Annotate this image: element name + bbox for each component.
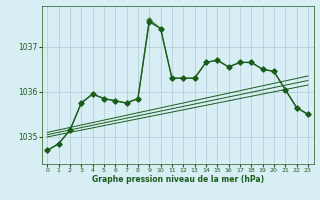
X-axis label: Graphe pression niveau de la mer (hPa): Graphe pression niveau de la mer (hPa) bbox=[92, 175, 264, 184]
